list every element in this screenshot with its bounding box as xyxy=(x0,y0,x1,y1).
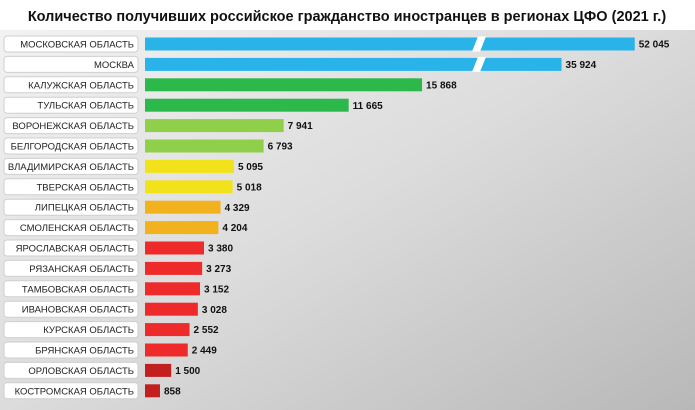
value-label: 2 449 xyxy=(192,346,217,357)
value-label: 6 793 xyxy=(268,142,293,153)
value-label: 11 665 xyxy=(353,101,383,112)
value-label: 35 924 xyxy=(566,60,597,71)
value-label: 15 868 xyxy=(426,80,457,91)
category-label: ТВЕРСКАЯ ОБЛАСТЬ xyxy=(36,182,134,193)
category-label: БЕЛГОРОДСКАЯ ОБЛАСТЬ xyxy=(11,142,134,153)
bar xyxy=(145,180,233,194)
bar xyxy=(145,159,234,173)
value-label: 858 xyxy=(164,386,181,397)
bar xyxy=(145,200,221,214)
value-label: 7 941 xyxy=(288,121,313,132)
value-label: 3 273 xyxy=(206,264,231,275)
label-box xyxy=(3,219,139,237)
bar xyxy=(145,139,264,153)
label-box xyxy=(3,341,139,359)
value-label: 5 018 xyxy=(237,182,262,193)
value-label: 52 045 xyxy=(639,40,670,51)
label-box xyxy=(3,321,139,339)
label-box xyxy=(3,382,139,400)
label-box xyxy=(3,300,139,318)
label-box xyxy=(3,361,139,379)
label-box xyxy=(3,35,139,53)
bar xyxy=(145,37,635,51)
value-label: 3 380 xyxy=(208,244,233,255)
category-label: ЛИПЕЦКАЯ ОБЛАСТЬ xyxy=(35,203,134,214)
value-label: 4 204 xyxy=(222,223,247,234)
label-box xyxy=(3,280,139,298)
category-label: КОСТРОМСКАЯ ОБЛАСТЬ xyxy=(15,386,134,397)
label-box xyxy=(3,198,139,216)
category-label: ОРЛОВСКАЯ ОБЛАСТЬ xyxy=(28,366,134,377)
label-box xyxy=(3,55,139,73)
label-box xyxy=(3,137,139,155)
category-label: ТУЛЬСКАЯ ОБЛАСТЬ xyxy=(37,101,134,112)
value-label: 3 152 xyxy=(204,284,229,295)
label-box xyxy=(3,259,139,277)
category-label: ВОРОНЕЖСКАЯ ОБЛАСТЬ xyxy=(12,121,134,132)
bar xyxy=(145,384,160,398)
category-label: КУРСКАЯ ОБЛАСТЬ xyxy=(43,325,134,336)
bar xyxy=(145,282,201,296)
category-label: МОСКВА xyxy=(94,60,135,71)
value-label: 2 552 xyxy=(194,325,219,336)
axis-break xyxy=(472,36,486,52)
bar xyxy=(145,363,172,377)
bar xyxy=(145,119,284,133)
bar xyxy=(145,261,203,275)
bar xyxy=(145,323,190,337)
bar xyxy=(145,57,562,71)
label-box xyxy=(3,239,139,257)
label-box xyxy=(3,96,139,114)
axis-break xyxy=(472,56,486,72)
chart-title: Количество получивших российское граждан… xyxy=(28,9,667,25)
label-box xyxy=(3,117,139,135)
category-label: КАЛУЖСКАЯ ОБЛАСТЬ xyxy=(28,80,134,91)
category-label: РЯЗАНСКАЯ ОБЛАСТЬ xyxy=(29,264,134,275)
category-label: СМОЛЕНСКАЯ ОБЛАСТЬ xyxy=(20,223,134,234)
bar xyxy=(145,343,188,357)
value-label: 4 329 xyxy=(225,203,250,214)
category-label: БРЯНСКАЯ ОБЛАСТЬ xyxy=(35,346,134,357)
category-label: ВЛАДИМИРСКАЯ ОБЛАСТЬ xyxy=(8,162,134,173)
label-box xyxy=(3,76,139,94)
label-box xyxy=(3,157,139,175)
label-box xyxy=(3,178,139,196)
category-label: МОСКОВСКАЯ ОБЛАСТЬ xyxy=(20,40,134,51)
value-label: 1 500 xyxy=(175,366,200,377)
bar xyxy=(145,302,198,316)
value-label: 3 028 xyxy=(202,305,227,316)
bar xyxy=(145,241,205,255)
title-band xyxy=(0,0,695,30)
value-label: 5 095 xyxy=(238,162,263,173)
category-label: ЯРОСЛАВСКАЯ ОБЛАСТЬ xyxy=(16,244,134,255)
bar xyxy=(145,78,423,92)
bar xyxy=(145,221,219,235)
category-label: ТАМБОВСКАЯ ОБЛАСТЬ xyxy=(22,284,134,295)
category-label: ИВАНОВСКАЯ ОБЛАСТЬ xyxy=(22,305,134,316)
bar xyxy=(145,98,349,112)
